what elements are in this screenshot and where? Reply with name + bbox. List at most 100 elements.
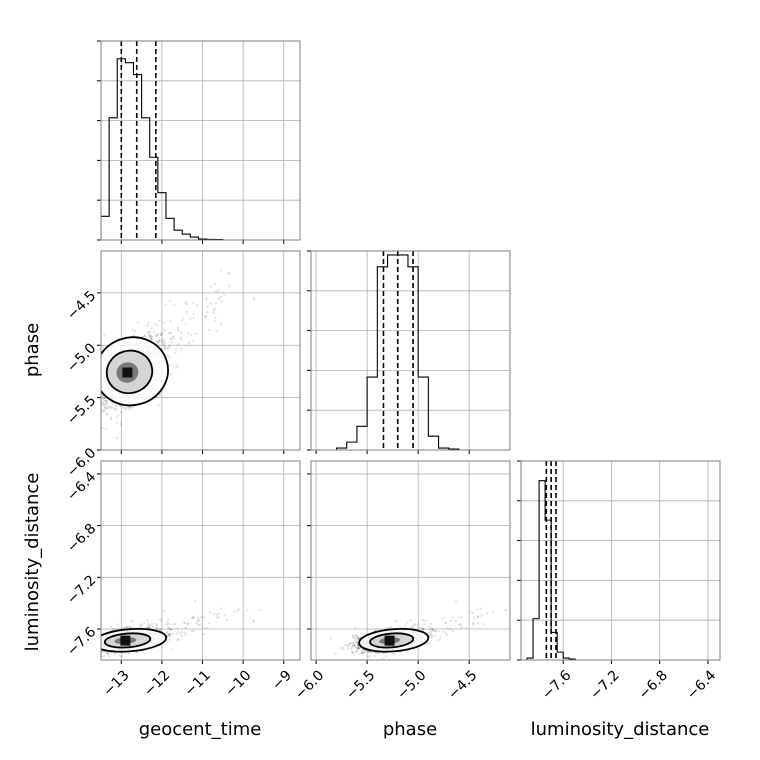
scatter-point [433,630,436,633]
scatter-point [122,626,126,630]
scatter-point [194,332,197,335]
scatter-point [175,348,178,351]
scatter-point [149,335,152,338]
scatter-point [431,629,434,633]
scatter-point [204,315,207,319]
scatter-point [437,630,440,633]
scatter-point [176,639,179,642]
y-axis-title-phase: phase [22,323,43,377]
scatter-point [202,633,205,636]
scatter-point [351,651,354,655]
scatter-point [166,633,170,636]
scatter-point [188,342,191,345]
scatter-point [101,655,104,658]
scatter-point [444,631,447,634]
scatter-point [131,329,134,332]
scatter-point [174,351,177,355]
scatter-point [476,616,479,619]
scatter-point [164,303,167,306]
axes-frame [310,460,511,661]
scatter-point [127,652,130,655]
density-peak [122,367,133,378]
scatter-point [177,343,180,346]
scatter-point [165,623,168,626]
scatter-point [136,321,139,324]
scatter-point [233,610,236,613]
scatter-point [212,309,215,312]
scatter-point [114,408,117,411]
scatter-point [156,324,159,327]
scatter-point [205,315,208,318]
scatter-point [367,651,370,654]
scatter-point [357,637,361,640]
plot-area [311,251,510,450]
scatter-point [367,650,371,653]
scatter-point [469,611,472,614]
scatter-point [443,616,446,619]
scatter-point [210,302,213,305]
scatter-point [150,338,153,341]
scatter-point [148,330,152,333]
scatter-point [406,621,409,624]
scatter-point [105,651,108,655]
scatter-point [184,322,187,325]
scatter-point [181,317,184,320]
scatter-point [363,632,366,635]
scatter-point [166,347,169,350]
scatter-point [422,619,425,622]
scatter-point [353,637,357,640]
scatter-point [451,629,454,633]
scatter-point [197,624,200,627]
scatter-point [123,407,126,410]
scatter-point [413,624,416,627]
scatter-point [458,624,461,627]
scatter-point [132,334,135,337]
scatter-point [477,615,480,618]
scatter-point [102,346,105,349]
scatter-point [162,339,165,343]
scatter-point [190,333,193,336]
scatter-point [227,272,230,275]
density-peak [384,635,395,646]
scatter-point [157,404,160,407]
scatter-point [169,337,173,340]
scatter-point [444,621,448,625]
scatter-point [160,628,163,632]
scatter-point [460,616,463,619]
scatter-point [184,301,187,304]
scatter-point [349,642,352,645]
scatter-point [205,626,208,630]
scatter-point [329,637,332,640]
scatter-point [103,409,106,412]
scatter-point [166,347,170,350]
scatter-point [472,623,475,626]
scatter-point [417,623,420,626]
scatter-point [220,607,223,610]
scatter-point [139,623,142,626]
scatter-point [441,617,444,620]
axes-frame [520,460,721,661]
scatter-point [194,600,197,603]
scatter-point [105,399,108,403]
scatter-point [167,627,170,630]
plot-area [101,41,300,240]
scatter-point [431,628,434,631]
scatter-point [102,650,105,653]
scatter-point [355,641,358,645]
scatter-point [169,628,172,631]
scatter-point [429,631,433,634]
scatter-point [461,625,464,628]
scatter-point [103,407,106,410]
scatter-point [357,637,360,641]
scatter-point [352,635,355,639]
scatter-point [363,649,366,652]
plot-area [101,461,300,660]
scatter-point [161,340,164,343]
scatter-point [167,618,170,621]
scatter-point [252,297,256,300]
scatter-point [168,622,171,625]
scatter-point [217,612,220,616]
scatter-point [160,332,163,335]
scatter-point [192,616,195,620]
